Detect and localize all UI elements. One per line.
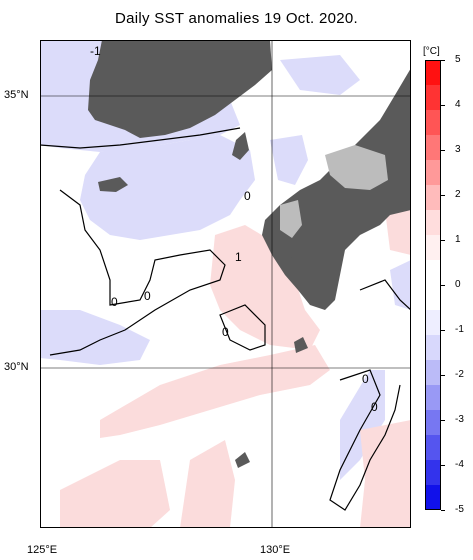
colorbar-tick-mark <box>441 105 445 106</box>
colorbar-tick-mark <box>441 510 445 511</box>
colorbar-segment <box>425 435 441 461</box>
contour-label: 1 <box>235 250 242 264</box>
colorbar-segment <box>425 85 441 111</box>
kyushu-inland-light <box>325 145 388 190</box>
colorbar-segment <box>425 185 441 211</box>
warm-area-kyushu-west <box>210 225 320 350</box>
contour-label: 0 <box>111 295 118 309</box>
land-masses <box>88 40 411 468</box>
colorbar-segment <box>425 110 441 136</box>
contour-0-west <box>49 189 226 356</box>
warm-area-south-3 <box>360 420 411 528</box>
warm-area-south-2 <box>180 440 235 528</box>
japan-honshu-kyushu <box>262 68 411 310</box>
lat-label-35: 35°N <box>4 89 29 101</box>
colorbar-tick-mark <box>441 330 445 331</box>
contour-label: 0 <box>222 325 229 339</box>
lat-label-30: 30°N <box>4 361 29 373</box>
land-light-areas <box>280 145 388 238</box>
korea-peninsula <box>88 40 272 138</box>
contour-label: 0 <box>371 400 378 414</box>
cool-area-east <box>270 135 308 185</box>
colorbar-tick-label: -5 <box>455 504 464 515</box>
contour-label: 0 <box>144 289 151 303</box>
cool-area-east-small <box>390 260 411 310</box>
contour-0-se <box>329 369 401 511</box>
colorbar-segment <box>425 335 441 361</box>
colorbar-segment <box>425 160 441 186</box>
colorbar-segment <box>425 135 441 161</box>
zero-contours <box>40 127 411 511</box>
colorbar-tick-mark <box>441 150 445 151</box>
lon-label-130: 130°E <box>260 544 291 556</box>
colorbar-segment <box>425 410 441 436</box>
colorbar-tick-mark <box>441 195 445 196</box>
contour-0-north <box>40 127 241 149</box>
colorbar-tick-label: -3 <box>455 414 464 425</box>
colorbar-tick-mark <box>441 465 445 466</box>
colorbar-segment <box>425 310 441 336</box>
colorbar-segment <box>425 460 441 486</box>
yakushima-island <box>294 337 308 353</box>
colorbar-tick-label: 5 <box>455 54 461 65</box>
contour-0-east <box>359 279 411 311</box>
colorbar-segment <box>425 210 441 236</box>
colorbar-tick-label: -4 <box>455 459 464 470</box>
colorbar-tick-label: -1 <box>455 324 464 335</box>
sst-map: -1 0 0 0 1 0 0 0 <box>40 40 411 528</box>
island-south-small <box>235 452 250 468</box>
colorbar-segment <box>425 360 441 386</box>
cool-area-central <box>80 135 255 240</box>
cool-area-west <box>40 310 150 365</box>
colorbar-segment <box>425 60 441 86</box>
contour-0-central <box>219 304 266 351</box>
colorbar-segment <box>425 235 441 261</box>
jeju-island <box>98 177 128 192</box>
kyushu-west-light <box>280 200 302 238</box>
map-title: Daily SST anomalies 19 Oct. 2020. <box>114 10 359 27</box>
warm-area-south-1 <box>60 460 170 528</box>
colorbar-tick-mark <box>441 240 445 241</box>
colorbar-tick-mark <box>441 60 445 61</box>
colorbar-tick-mark <box>441 420 445 421</box>
contour-label: 0 <box>244 189 251 203</box>
graticule <box>40 40 411 528</box>
colorbar-segment <box>425 285 441 311</box>
colorbar-tick-label: 0 <box>455 279 461 290</box>
colorbar-tick-label: 1 <box>455 234 461 245</box>
contour-label: 0 <box>362 372 369 386</box>
colorbar <box>425 60 441 510</box>
colorbar-unit: [°C] <box>423 46 440 57</box>
sst-map-canvas: -1 0 0 0 1 0 0 0 <box>40 40 411 528</box>
colorbar-tick-label: -2 <box>455 369 464 380</box>
colorbar-segment <box>425 385 441 411</box>
colorbar-segment <box>425 485 441 510</box>
colorbar-tick-label: 3 <box>455 144 461 155</box>
colorbar-tick-label: 4 <box>455 99 461 110</box>
colorbar-tick-mark <box>441 285 445 286</box>
contour-label: -1 <box>90 44 101 58</box>
contour-labels: -1 0 0 0 1 0 0 0 <box>90 44 378 414</box>
colorbar-border <box>425 60 441 510</box>
colorbar-segment <box>425 260 441 286</box>
island-east-small <box>288 243 300 258</box>
tsushima-island <box>232 132 249 160</box>
colorbar-tick-mark <box>441 375 445 376</box>
lon-label-125: 125°E <box>27 544 58 556</box>
cool-area-ne <box>280 55 360 95</box>
colorbar-tick-label: 2 <box>455 189 461 200</box>
